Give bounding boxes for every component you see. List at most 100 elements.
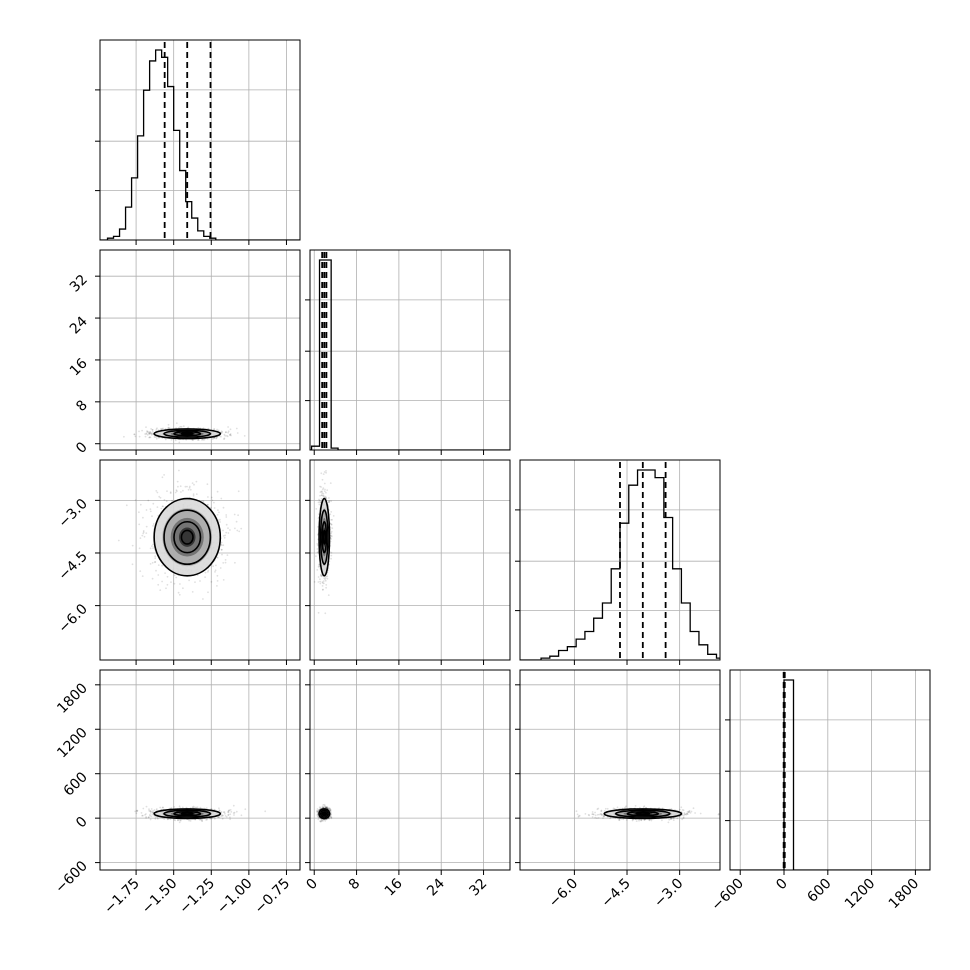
contour-1	[163, 429, 212, 438]
contour-0	[153, 428, 222, 440]
sample-point	[145, 816, 148, 818]
sample-point	[178, 593, 181, 596]
sample-point	[177, 485, 179, 488]
sample-point	[224, 812, 226, 815]
sample-point	[150, 810, 153, 813]
sample-point	[148, 808, 150, 811]
sample-point	[322, 804, 325, 806]
sample-point	[191, 806, 194, 809]
sample-point	[218, 809, 221, 812]
sample-point	[197, 439, 199, 441]
sample-point	[162, 505, 164, 508]
sample-point	[319, 485, 321, 488]
sample-point	[161, 476, 164, 479]
sample-point	[199, 580, 201, 582]
sample-point	[330, 532, 333, 535]
sample-point	[156, 817, 159, 820]
sample-point	[227, 527, 229, 529]
sample-point	[147, 499, 150, 502]
sample-point	[146, 430, 148, 433]
sample-point	[321, 819, 323, 821]
sample-point	[144, 435, 147, 438]
sample-point	[210, 817, 213, 820]
contour-1	[163, 809, 212, 818]
sample-point	[189, 488, 192, 491]
sample-point	[187, 488, 190, 491]
sample-point	[177, 819, 180, 822]
sample-point	[330, 817, 333, 820]
sample-point	[164, 572, 167, 574]
sample-point	[225, 514, 228, 516]
sample-point	[322, 588, 324, 591]
sample-point	[177, 819, 179, 822]
sample-point	[594, 814, 597, 817]
sample-point	[640, 819, 643, 822]
sample-point	[322, 582, 325, 585]
joint-0-1	[123, 422, 246, 444]
sample-point	[321, 820, 324, 822]
sample-point	[199, 818, 202, 821]
sample-point	[229, 813, 232, 816]
sample-point	[578, 815, 580, 817]
sample-point	[326, 806, 329, 808]
sample-point	[212, 565, 215, 568]
sample-point	[324, 806, 327, 809]
sample-point	[205, 819, 208, 821]
sample-point	[625, 805, 627, 808]
sample-point	[226, 435, 229, 438]
sample-point	[323, 803, 326, 806]
sample-point	[174, 819, 177, 822]
sample-point	[155, 809, 158, 811]
sample-point	[223, 438, 225, 440]
sample-point	[223, 433, 226, 436]
sample-point	[156, 491, 159, 494]
sample-point	[155, 808, 158, 810]
sample-point	[152, 525, 154, 527]
sample-point	[148, 436, 151, 438]
sample-point	[326, 807, 328, 809]
sample-point	[321, 819, 324, 821]
sample-point	[321, 585, 324, 587]
sample-point	[222, 535, 225, 537]
sample-point	[151, 515, 153, 518]
sample-point	[188, 819, 191, 822]
sample-point	[225, 531, 228, 534]
sample-point	[330, 511, 333, 513]
panel-frame-2-1	[309, 459, 511, 661]
sample-point	[152, 543, 154, 546]
sample-point	[325, 806, 328, 809]
sample-point	[316, 544, 319, 547]
sample-point	[179, 819, 182, 822]
sample-point	[220, 810, 223, 813]
sample-point	[151, 813, 154, 816]
sample-point	[133, 433, 136, 436]
sample-point	[154, 557, 157, 560]
sample-point	[213, 507, 216, 509]
sample-point	[191, 439, 194, 441]
sample-point	[699, 812, 702, 815]
sample-point	[601, 813, 604, 816]
sample-point	[317, 501, 320, 504]
sample-point	[323, 482, 326, 485]
sample-point	[220, 541, 223, 544]
sample-point	[166, 818, 169, 820]
sample-point	[161, 505, 164, 508]
sample-point	[189, 820, 192, 822]
sample-point	[688, 810, 690, 812]
sample-point	[136, 810, 138, 813]
sample-point	[175, 489, 178, 492]
sample-point	[149, 563, 152, 565]
sample-point	[163, 474, 166, 476]
sample-point	[186, 485, 188, 488]
sample-point	[175, 422, 178, 425]
sample-point	[313, 581, 316, 583]
sample-point	[329, 808, 332, 811]
sample-point	[234, 527, 236, 530]
sample-point	[171, 499, 174, 502]
sample-point	[159, 806, 162, 809]
sample-point	[331, 518, 333, 521]
sample-point	[330, 519, 332, 521]
sample-point	[324, 579, 327, 582]
sample-point	[324, 495, 327, 498]
sample-point	[152, 810, 154, 812]
